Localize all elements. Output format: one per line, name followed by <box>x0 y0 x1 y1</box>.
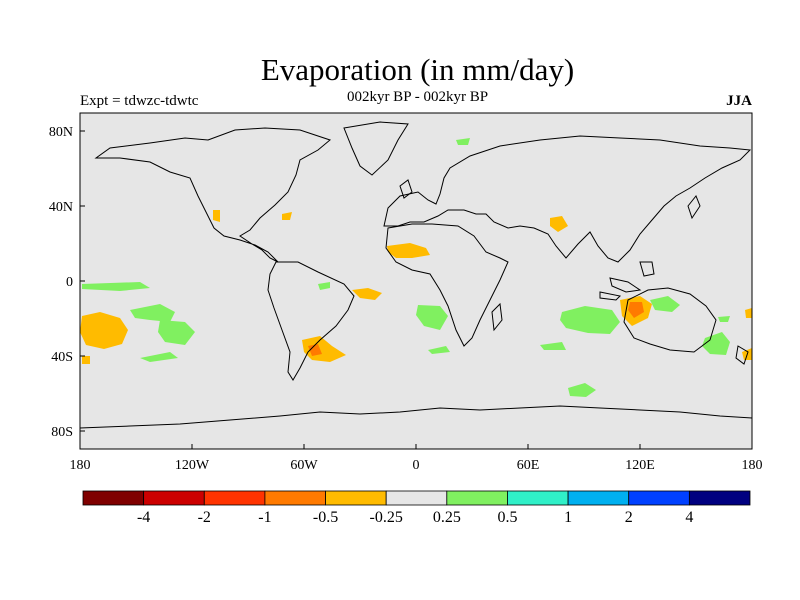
colorbar-swatch <box>264 490 326 506</box>
anomaly-patch <box>130 304 175 322</box>
colorbar-swatch <box>567 490 630 506</box>
y-tick-labels: 80N 40N 0 40S 80S <box>49 125 73 440</box>
anomaly-patch <box>82 356 90 364</box>
anomaly-patch <box>560 306 620 334</box>
colorbar-label: -0.5 <box>313 509 338 526</box>
anomaly-patch <box>352 288 382 300</box>
anomaly-patch <box>628 302 644 318</box>
colorbar: -4 -2 -1 -0.5 -0.25 0.25 0.5 1 2 4 <box>82 490 751 526</box>
colorbar-label: -2 <box>198 509 211 526</box>
anomaly-patch <box>428 346 450 354</box>
coastlines <box>79 121 753 429</box>
colorbar-swatch <box>507 490 569 506</box>
season-label: JJA <box>726 93 752 109</box>
anomaly-patch <box>540 342 566 350</box>
y-tick-label: 80N <box>49 125 73 140</box>
anomaly-patch <box>308 344 322 356</box>
anomaly-patch <box>718 316 730 322</box>
anomaly-patch <box>140 352 178 362</box>
colorbar-swatch <box>628 490 690 506</box>
anomaly-patch <box>416 305 448 330</box>
x-tick-label: 60E <box>517 458 540 473</box>
x-tick-label: 180 <box>70 458 91 473</box>
tick-marks <box>79 130 753 449</box>
anomaly-patch <box>745 308 752 318</box>
anomaly-patch <box>80 312 128 349</box>
y-tick-label: 40N <box>49 200 73 215</box>
x-tick-label: 120W <box>175 458 210 473</box>
colorbar-label: 0.5 <box>497 509 517 526</box>
colorbar-swatch <box>143 490 205 506</box>
x-tick-label: 120E <box>625 458 655 473</box>
anomaly-patch <box>387 243 430 258</box>
colorbar-label: 0.25 <box>433 509 461 526</box>
anomaly-patch <box>82 282 150 291</box>
anomaly-patch <box>282 212 292 220</box>
map-background <box>80 113 752 449</box>
anomaly-patches <box>80 138 752 397</box>
y-tick-label: 80S <box>51 425 73 440</box>
anomaly-patch <box>702 332 730 355</box>
colorbar-swatch <box>446 490 508 506</box>
anomaly-patch <box>550 216 568 232</box>
colorbar-swatch <box>385 490 448 506</box>
colorbar-label: 2 <box>625 509 633 526</box>
colorbar-swatch <box>82 490 145 506</box>
colorbar-label: -1 <box>258 509 271 526</box>
chart-subtitle: 002kyr BP - 002kyr BP <box>346 89 489 105</box>
y-tick-label: 0 <box>66 275 73 290</box>
anomaly-patch <box>456 138 470 145</box>
colorbar-swatch <box>203 490 266 506</box>
experiment-label: Expt = tdwzc-tdwtc <box>80 93 199 109</box>
colorbar-label: -4 <box>137 509 150 526</box>
x-tick-label: 0 <box>413 458 420 473</box>
colorbar-label: 4 <box>685 509 693 526</box>
anomaly-patch <box>213 210 220 222</box>
colorbar-swatch <box>325 490 387 506</box>
x-tick-label: 60W <box>290 458 318 473</box>
anomaly-patch <box>568 383 596 397</box>
x-tick-labels: 180 120W 60W 0 60E 120E 180 <box>70 458 763 473</box>
colorbar-label: 1 <box>564 509 572 526</box>
colorbar-swatch <box>688 490 751 506</box>
y-tick-label: 40S <box>51 350 73 365</box>
anomaly-patch <box>318 282 330 290</box>
anomaly-patch <box>650 296 680 312</box>
colorbar-label: -0.25 <box>370 509 403 526</box>
x-tick-label: 180 <box>742 458 763 473</box>
chart-title: Evaporation (in mm/day) <box>260 52 575 87</box>
anomaly-patch <box>158 320 195 345</box>
